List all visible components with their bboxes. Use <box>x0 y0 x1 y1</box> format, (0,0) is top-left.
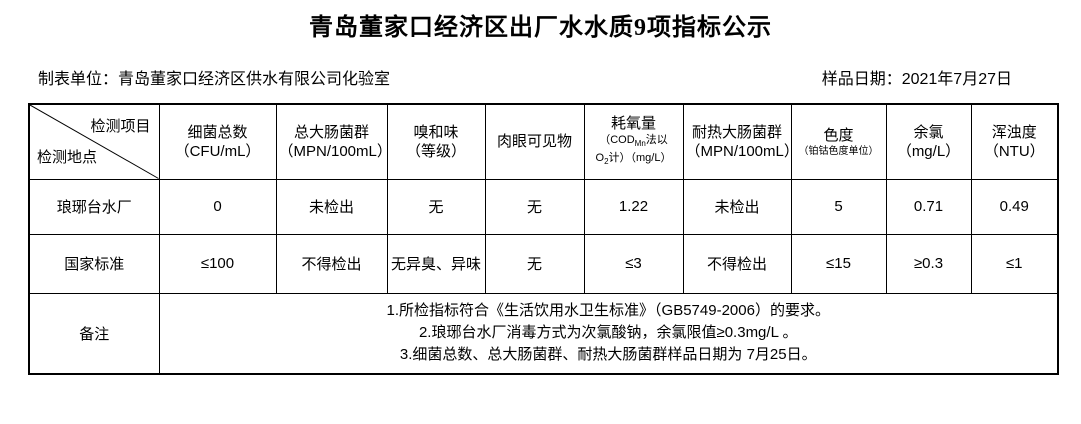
table-cell: 未检出 <box>682 178 792 235</box>
cod-unit-part: 法以 <box>645 134 668 147</box>
header-title: 色度 <box>823 126 854 144</box>
header-unit: （等级） <box>405 142 466 160</box>
table-cell: ≤1 <box>970 233 1059 294</box>
header-title: 浑浊度 <box>991 123 1037 141</box>
cod-unit-part: O <box>595 152 605 165</box>
header-cod: 耗氧量 （CODMn法以 O2计）（mg/L） <box>583 103 684 180</box>
water-quality-table: 检测项目 检测地点 细菌总数 （CFU/mL） 总大肠菌群 （MPN/100mL… <box>28 103 1059 375</box>
table-cell: 不得检出 <box>275 233 388 294</box>
table-row-national-standard: 国家标准 ≤100 不得检出 无异臭、异味 无 ≤3 不得检出 ≤15 ≥0.3… <box>28 233 1059 294</box>
header-title: 耐热大肠菌群 <box>691 123 782 141</box>
header-residual-chlorine: 余氯 （mg/L） <box>885 103 972 180</box>
table-cell: ≥0.3 <box>885 233 972 294</box>
table-cell: 0.49 <box>970 178 1059 235</box>
table-cell: 1.22 <box>583 178 684 235</box>
table-cell: ≤15 <box>790 233 887 294</box>
table-cell: ≤100 <box>158 233 277 294</box>
header-visible-matter: 肉眼可见物 <box>484 103 585 180</box>
header-unit: （MPN/100mL） <box>685 142 791 160</box>
corner-label-location: 检测地点 <box>37 148 98 166</box>
header-unit: （铂钴色度单位） <box>798 145 879 157</box>
remark-label: 备注 <box>28 292 160 375</box>
remark-line-1: 1.所检指标符合《生活饮用水卫生标准》（GB5749-2006）的要求。 <box>386 302 830 320</box>
header-row: 检测项目 检测地点 细菌总数 （CFU/mL） 总大肠菌群 （MPN/100mL… <box>28 103 1059 180</box>
sample-date-label: 样品日期：2021年7月27日 <box>821 71 1012 88</box>
row-label-national-standard: 国家标准 <box>28 233 160 294</box>
header-bacteria: 细菌总数 （CFU/mL） <box>158 103 277 180</box>
remark-line-3: 3.细菌总数、总大肠菌群、耐热大肠菌群样品日期为 7月25日。 <box>399 346 817 364</box>
table-row-langyatai: 琅琊台水厂 0 未检出 无 无 1.22 未检出 5 0.71 0.49 <box>28 178 1059 235</box>
table-cell: 无异臭、异味 <box>386 233 486 294</box>
header-title: 耗氧量 <box>610 115 656 133</box>
header-unit: （CFU/mL） <box>174 142 261 160</box>
row-label-langyatai: 琅琊台水厂 <box>28 178 160 235</box>
header-title: 细菌总数 <box>187 123 248 141</box>
corner-label-items: 检测项目 <box>90 118 151 135</box>
header-chroma: 色度 （铂钴色度单位） <box>790 103 887 180</box>
header-unit: （MPN/100mL） <box>278 142 387 160</box>
cod-subscript-mn: Mn <box>634 139 646 149</box>
remark-row: 备注 1.所检指标符合《生活饮用水卫生标准》（GB5749-2006）的要求。 … <box>28 292 1059 375</box>
header-thermotolerant-coliform: 耐热大肠菌群 （MPN/100mL） <box>682 103 792 180</box>
cod-subscript-o2: 2 <box>604 157 609 167</box>
cod-unit-part: 计）（mg/L） <box>608 152 672 165</box>
diagonal-line <box>30 105 159 179</box>
table-cell: 未检出 <box>275 178 388 235</box>
header-total-coliform: 总大肠菌群 （MPN/100mL） <box>275 103 388 180</box>
table-cell: 5 <box>790 178 887 235</box>
remark-content: 1.所检指标符合《生活饮用水卫生标准》（GB5749-2006）的要求。 2.琅… <box>158 292 1059 375</box>
header-turbidity: 浑浊度 （NTU） <box>970 103 1059 180</box>
table-cell: 无 <box>484 233 585 294</box>
header-unit: （NTU） <box>983 142 1045 160</box>
corner-cell: 检测项目 检测地点 <box>28 103 160 180</box>
page-title: 青岛董家口经济区出厂水水质9项指标公示 <box>309 15 772 41</box>
table-cell: ≤3 <box>583 233 684 294</box>
header-title: 余氯 <box>913 123 944 141</box>
header-title: 嗅和味 <box>413 123 459 141</box>
table-cell: 0.71 <box>885 178 972 235</box>
header-title: 肉眼可见物 <box>496 133 572 151</box>
table-cell: 无 <box>386 178 486 235</box>
prepared-by-label: 制表单位：青岛董家口经济区供水有限公司化验室 <box>38 71 391 88</box>
cod-unit-part: （COD <box>599 134 635 147</box>
header-unit: （CODMn法以 <box>587 133 681 151</box>
header-odor: 嗅和味 （等级） <box>386 103 486 180</box>
header-title: 总大肠菌群 <box>293 123 369 141</box>
meta-row: 制表单位：青岛董家口经济区供水有限公司化验室 样品日期：2021年7月27日 <box>28 70 1058 90</box>
table-cell: 无 <box>484 178 585 235</box>
table-cell: 0 <box>158 178 277 235</box>
remark-line-2: 2.琅琊台水厂消毒方式为次氯酸钠，余氯限值≥0.3mg/L 。 <box>418 324 798 342</box>
header-unit: （mg/L） <box>896 142 961 160</box>
table-cell: 不得检出 <box>682 233 792 294</box>
header-unit: O2计）（mg/L） <box>587 151 681 169</box>
